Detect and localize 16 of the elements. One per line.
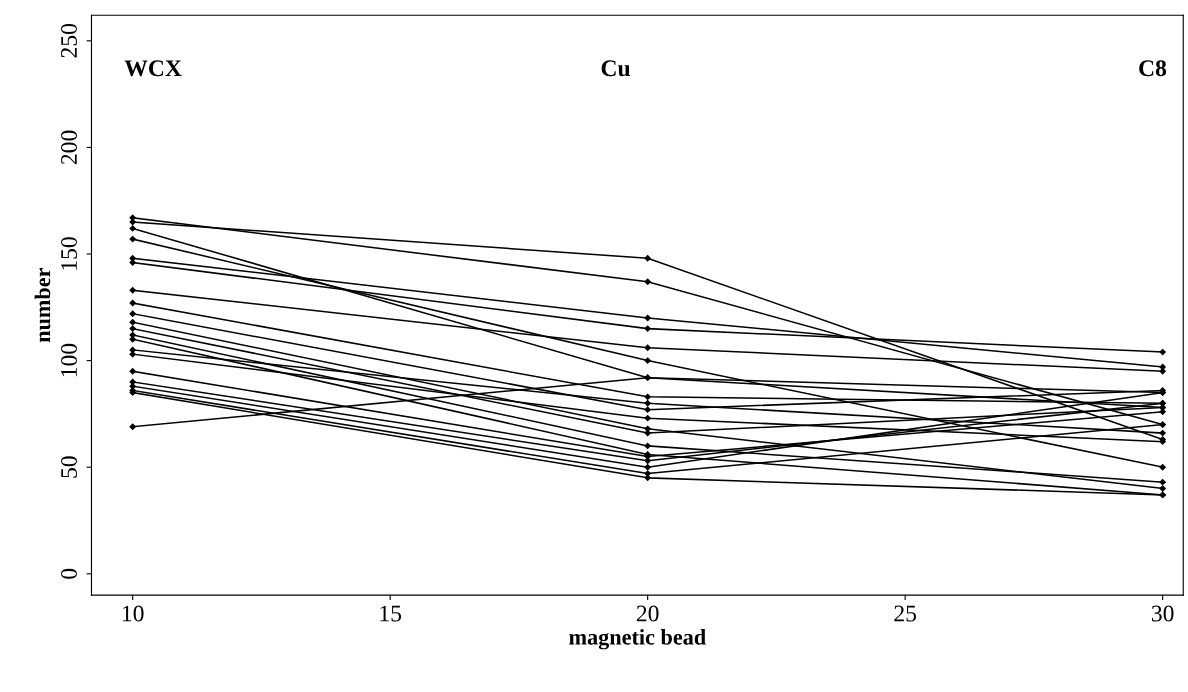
y-tick-label: 100 [61, 343, 77, 377]
x-tick-label: 10 [122, 605, 144, 622]
x-axis-title: magnetic bead [569, 629, 706, 650]
y-tick-label: 200 [61, 130, 77, 165]
x-tick-label: 15 [380, 605, 402, 622]
annotation: C8 [1139, 60, 1167, 77]
x-tick-label: 25 [894, 605, 917, 622]
annotation: Cu [601, 60, 630, 77]
y-tick-label: 50 [61, 456, 77, 478]
annotation: WCX [124, 60, 182, 77]
y-tick-label: 250 [61, 24, 77, 58]
y-axis-title: number [34, 267, 51, 343]
y-tick-label: 150 [61, 237, 77, 270]
x-tick-label: 30 [1151, 605, 1174, 622]
y-tick-label: 0 [61, 568, 77, 579]
x-tick-label: 20 [636, 605, 659, 622]
